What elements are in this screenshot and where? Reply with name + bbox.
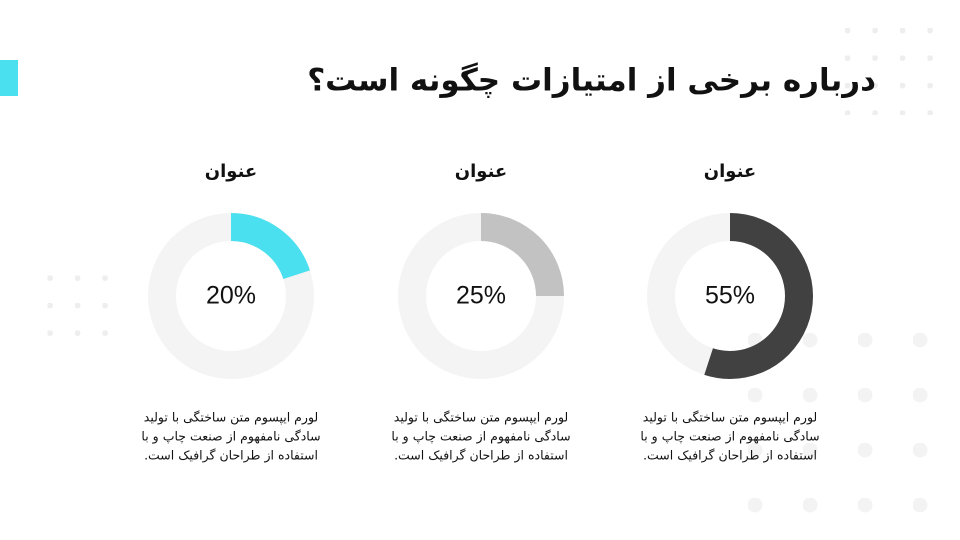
description: لورم ایپسوم متن ساختگی با تولید (643, 410, 817, 426)
description: سادگی نامفهوم از صنعت چاپ و با (141, 429, 320, 445)
value-label: 25% (456, 282, 506, 310)
donut-arc (398, 213, 564, 379)
description: استفاده از طراحان گرافیک است. (144, 448, 318, 464)
description: استفاده از طراحان گرافیک است. (643, 448, 817, 464)
decor-dots (842, 25, 934, 115)
value-label: 20% (206, 282, 256, 310)
donut-arc (647, 213, 813, 379)
charts: عنوان 55% لورم ایپسوم متن ساختگی با تولید س… (141, 161, 819, 464)
description: لورم ایپسوم متن ساختگی با تولید (394, 410, 568, 426)
description: سادگی نامفهوم از صنعت چاپ و با (640, 429, 819, 445)
description: سادگی نامفهوم از صنعت چاپ و با (391, 429, 570, 445)
donut-arc (148, 213, 314, 379)
chart-title: عنوان (205, 161, 257, 182)
chart-title: عنوان (455, 161, 507, 182)
accent-bar (0, 60, 18, 96)
decor-dots (30, 263, 122, 353)
description: استفاده از طراحان گرافیک است. (394, 448, 568, 464)
slide-title: درباره برخی از امتیازات چگونه است؟ (307, 62, 876, 99)
chart-title: عنوان (704, 161, 756, 182)
description: لورم ایپسوم متن ساختگی با تولید (144, 410, 318, 426)
value-label: 55% (705, 282, 755, 310)
